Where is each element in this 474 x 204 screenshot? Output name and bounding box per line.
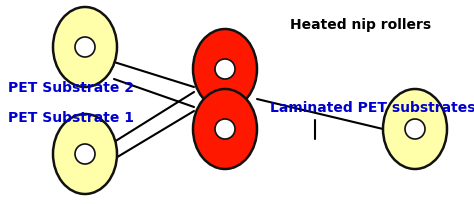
Ellipse shape bbox=[53, 8, 117, 88]
Ellipse shape bbox=[193, 90, 257, 169]
Ellipse shape bbox=[215, 119, 235, 139]
Text: PET Substrate 1: PET Substrate 1 bbox=[8, 110, 134, 124]
Text: Laminated PET substrates: Laminated PET substrates bbox=[270, 101, 474, 114]
Ellipse shape bbox=[193, 30, 257, 110]
Ellipse shape bbox=[75, 38, 95, 58]
Ellipse shape bbox=[405, 119, 425, 139]
Ellipse shape bbox=[53, 114, 117, 194]
Ellipse shape bbox=[75, 144, 95, 164]
Ellipse shape bbox=[383, 90, 447, 169]
Ellipse shape bbox=[215, 60, 235, 80]
Text: PET Substrate 2: PET Substrate 2 bbox=[8, 81, 134, 94]
Text: Heated nip rollers: Heated nip rollers bbox=[290, 18, 431, 32]
